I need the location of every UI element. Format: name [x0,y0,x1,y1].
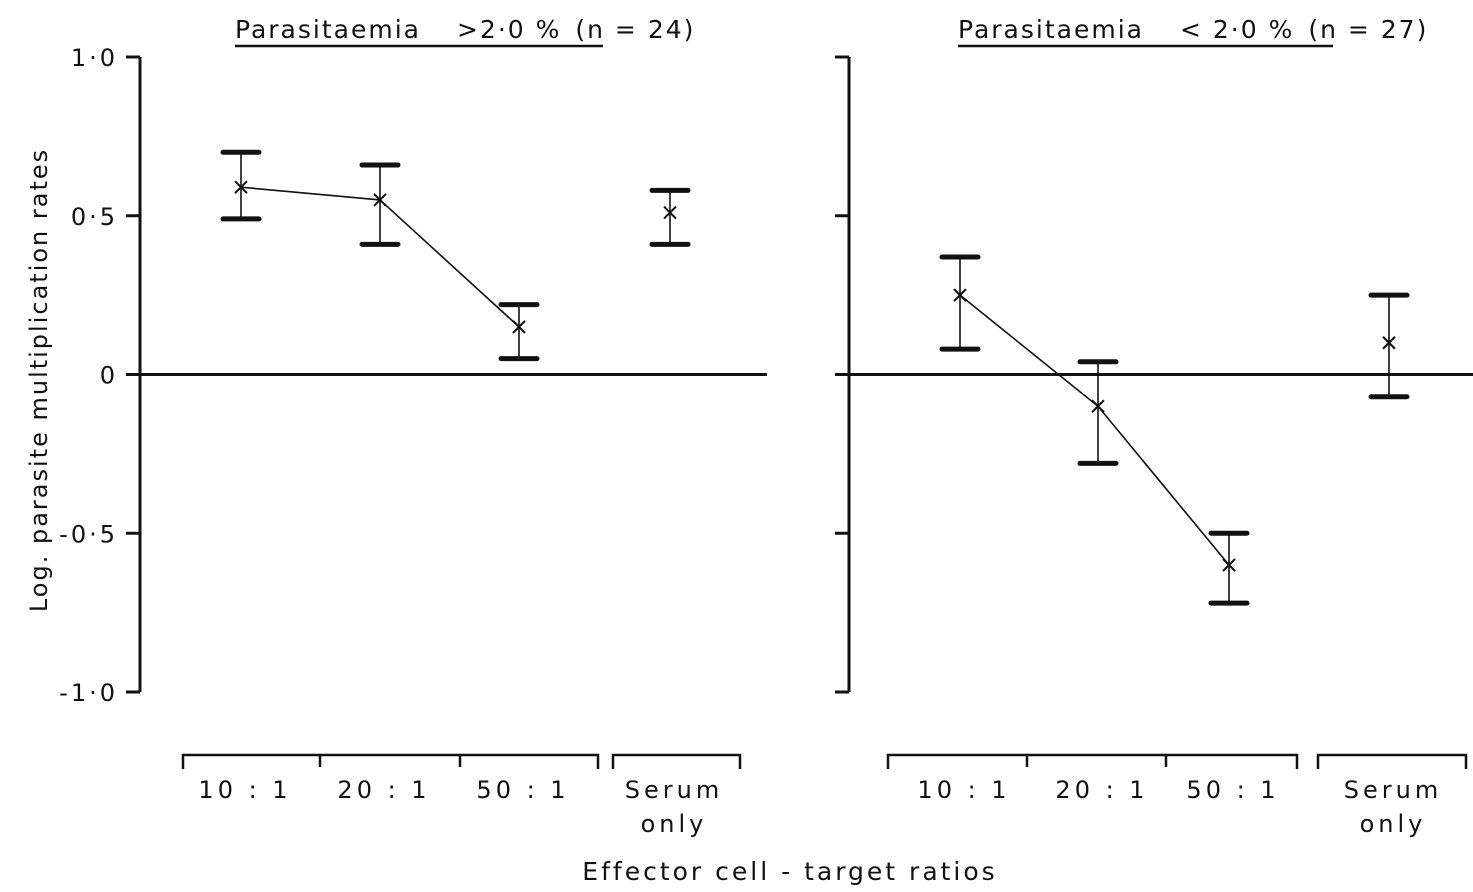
category-bracket [886,753,1299,769]
series-line [959,294,1230,566]
panel-title-condition: < 2·0 % [1180,15,1294,44]
data-point [1382,336,1396,350]
panel-title: Parasitaemia < 2·0 % (n = 27) [958,15,1428,44]
panel-title-n: (n = 24) [575,15,695,44]
panel-2: Parasitaemia < 2·0 % (n = 27) 10 : 1 20 : 1 5… [835,15,1473,838]
x-tick-label: 10 : 1 [198,776,291,804]
category-bracket [611,753,742,769]
data-point [1091,399,1105,413]
y-tick-label: 1·0 [71,44,118,72]
data-point [953,288,967,302]
category-bracket [1316,753,1468,769]
y-tick-label: 0 [100,362,118,390]
y-axis-label: Log. parasite multiplication rates [25,148,53,612]
x-tick-label: 20 : 1 [337,776,430,804]
x-tick-label: Serum [625,776,723,804]
y-tick-label: -0·5 [59,520,118,548]
panel-title-label: Parasitaemia [958,15,1144,44]
data-point [373,193,387,207]
y-tick-label: -1·0 [59,679,118,707]
category-bracket [181,753,600,769]
y-tick-label: 0·5 [71,203,118,231]
data-point [1222,558,1236,572]
x-axis-label: Effector cell - target ratios [582,857,997,886]
x-tick-label: 50 : 1 [476,776,569,804]
panel-1: Parasitaemia >2·0 % (n = 24) 1·0 0·5 0 -0·5 -1·… [59,15,767,838]
x-tick-label: only [1360,810,1427,838]
x-tick-label: 50 : 1 [1186,776,1279,804]
panel-title-n: (n = 27) [1308,15,1428,44]
data-point [663,205,677,220]
data-point [234,180,248,194]
panel-title: Parasitaemia >2·0 % (n = 24) [235,15,695,44]
x-tick-label: only [641,810,708,838]
x-tick-label: 10 : 1 [917,776,1010,804]
panel-title-label: Parasitaemia [235,15,421,44]
x-tick-label: 20 : 1 [1055,776,1148,804]
data-point [512,320,526,334]
panel-title-condition: >2·0 % [457,15,561,44]
x-tick-label: Serum [1344,776,1442,804]
